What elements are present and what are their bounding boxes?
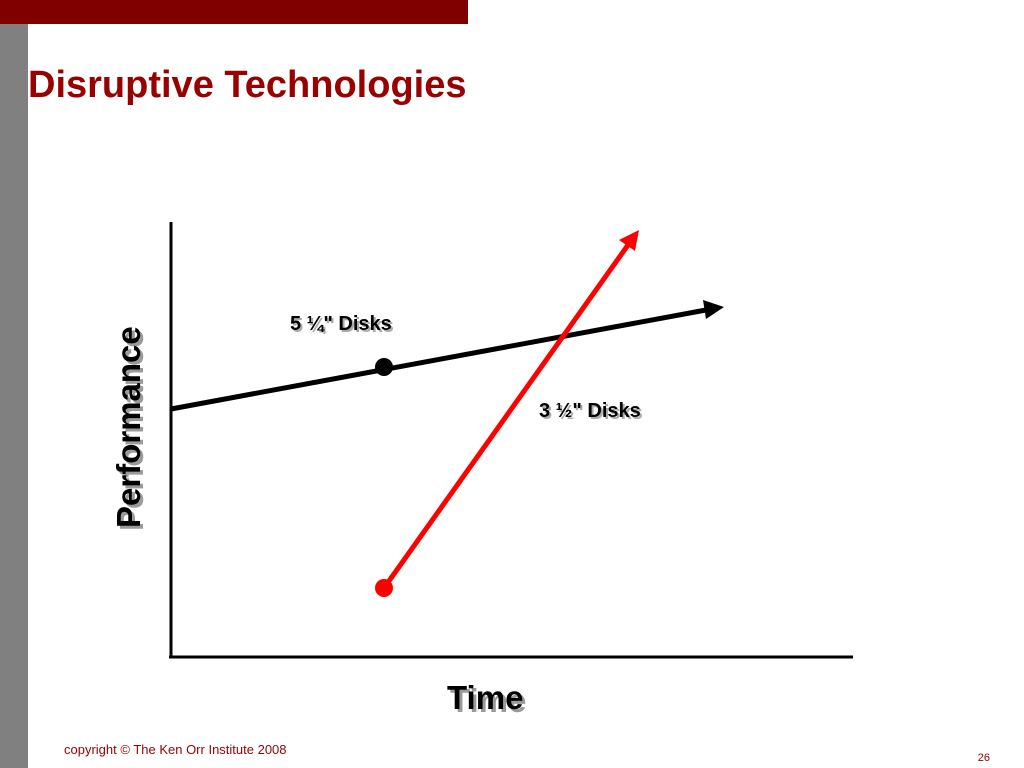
disruptive-technology-point	[375, 579, 393, 597]
old-technology-series	[170, 300, 724, 412]
disruptive-technology-arrowhead	[619, 230, 639, 251]
page-number: 26	[977, 752, 990, 764]
disruptive-technology-line	[381, 243, 631, 590]
disruptive-technology-series	[375, 230, 639, 597]
old-technology-point	[375, 358, 393, 376]
disruptive-technology-label: 3 ½" Disks	[539, 400, 641, 422]
disruptive-technology-label-shadow: 3 ½" Disks	[541, 402, 643, 424]
old-technology-arrowhead	[703, 300, 724, 319]
y-axis-label-shadow: Performance	[113, 329, 150, 531]
y-axis-label: Performance	[110, 326, 147, 528]
left-gray-strip	[0, 24, 28, 768]
x-axis-label-shadow: Time	[450, 682, 526, 719]
slide-title: Disruptive Technologies	[28, 64, 467, 106]
old-technology-label-shadow: 5 ¼" Disks	[292, 315, 394, 337]
old-technology-line	[170, 307, 707, 412]
copyright-footer: copyright © The Ken Orr Institute 2008	[64, 742, 287, 757]
top-accent-bar	[0, 0, 468, 24]
old-technology-label: 5 ¼" Disks	[290, 313, 392, 335]
x-axis-label: Time	[447, 679, 523, 716]
